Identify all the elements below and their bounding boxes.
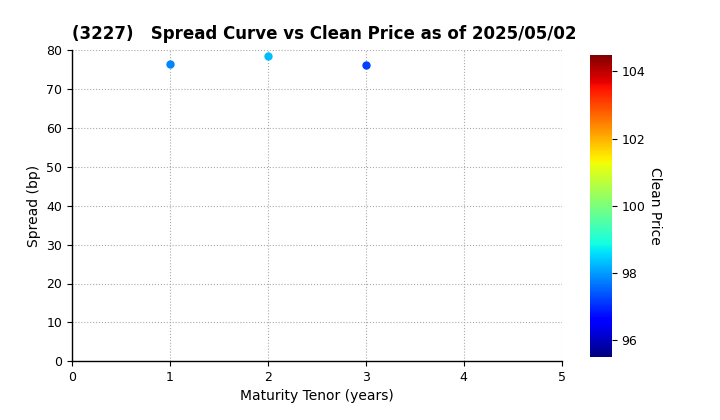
Text: (3227)   Spread Curve vs Clean Price as of 2025/05/02: (3227) Spread Curve vs Clean Price as of… <box>72 25 577 43</box>
Point <box>164 60 176 67</box>
Point <box>262 53 274 60</box>
X-axis label: Maturity Tenor (years): Maturity Tenor (years) <box>240 389 394 404</box>
Y-axis label: Clean Price: Clean Price <box>648 167 662 245</box>
Y-axis label: Spread (bp): Spread (bp) <box>27 165 41 247</box>
Point <box>360 62 372 68</box>
